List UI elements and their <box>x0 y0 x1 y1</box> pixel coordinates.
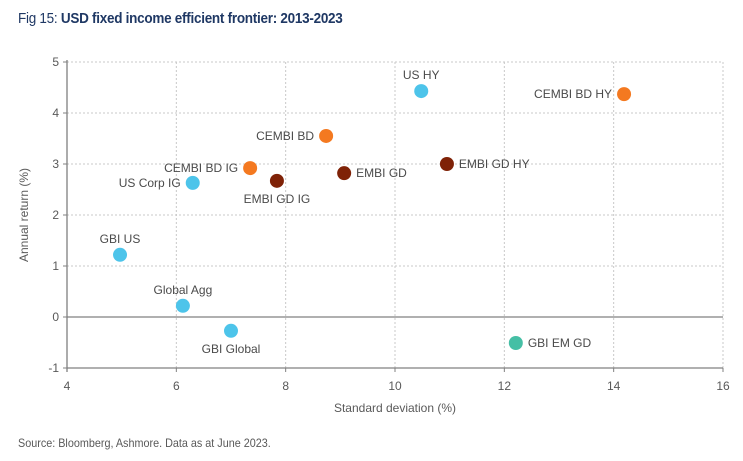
x-tick-label: 8 <box>282 379 289 393</box>
point-gbi-em-gd <box>508 336 523 351</box>
y-axis-label: Annual return (%) <box>17 168 31 262</box>
y-tick-label: -1 <box>48 361 59 375</box>
x-tick-label: 14 <box>607 379 621 393</box>
point-cembi-bd-hy <box>617 87 632 102</box>
figure-title: Fig 15: USD fixed income efficient front… <box>18 10 343 27</box>
point-us-corp-ig <box>185 175 200 190</box>
x-tick-label: 16 <box>716 379 730 393</box>
x-axis-label: Standard deviation (%) <box>334 401 456 415</box>
y-tick-label: 3 <box>52 157 59 171</box>
label-global-agg: Global Agg <box>154 283 213 297</box>
figure-title-text: USD fixed income efficient frontier: 201… <box>60 10 343 27</box>
label-gbi-us: GBI US <box>100 232 141 246</box>
x-tick-label: 10 <box>388 379 402 393</box>
y-tick-label: 2 <box>52 208 59 222</box>
x-tick-label: 12 <box>498 379 512 393</box>
label-embi-gd: EMBI GD <box>356 166 407 180</box>
label-embi-gd-hy: EMBI GD HY <box>459 157 530 171</box>
label-us-corp-ig: US Corp IG <box>119 176 181 190</box>
label-cembi-bd: CEMBI BD <box>256 129 314 143</box>
label-embi-gd-ig: EMBI GD IG <box>244 192 311 206</box>
data-labels: US HY CEMBI BD HY CEMBI BD EMBI GD HY CEMBI … <box>100 68 612 356</box>
axes <box>63 60 724 372</box>
source-note: Source: Bloomberg, Ashmore. Data as at J… <box>18 436 271 450</box>
label-cembi-bd-hy: CEMBI BD HY <box>534 87 612 101</box>
x-tick-label: 6 <box>173 379 180 393</box>
point-gbi-us <box>113 247 128 262</box>
gridlines <box>67 61 724 368</box>
point-embi-gd-ig <box>269 173 284 188</box>
y-tick-label: 0 <box>52 310 59 324</box>
label-gbi-global: GBI Global <box>202 342 261 356</box>
label-cembi-bd-ig: CEMBI BD IG <box>164 161 238 175</box>
y-tick-label: 5 <box>52 55 59 69</box>
figure-number: Fig 15: <box>18 10 61 27</box>
x-tick-label: 4 <box>64 379 71 393</box>
point-embi-gd-hy <box>439 157 454 171</box>
point-us-hy <box>414 84 429 99</box>
data-points <box>113 84 632 351</box>
y-tick-label: 1 <box>52 259 59 273</box>
point-cembi-bd-ig <box>243 161 258 176</box>
point-global-agg <box>175 298 190 313</box>
label-us-hy: US HY <box>403 68 440 82</box>
label-gbi-em-gd: GBI EM GD <box>528 336 592 350</box>
point-gbi-global <box>224 323 238 338</box>
point-embi-gd <box>337 166 352 181</box>
y-tick-label: 4 <box>52 106 59 120</box>
point-cembi-bd <box>319 128 334 143</box>
